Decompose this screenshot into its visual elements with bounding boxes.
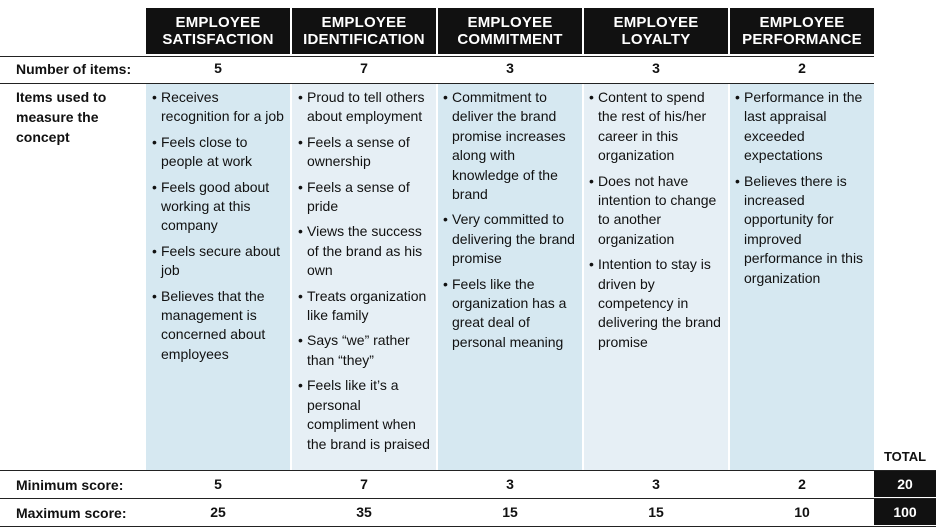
header-performance: EMPLOYEE PERFORMANCE — [730, 8, 874, 54]
rule-below-count — [0, 83, 874, 84]
list-item: Treats organization like family — [298, 287, 430, 326]
items-commitment: Commitment to deliver the brand promise … — [443, 88, 579, 358]
list-item: Does not have intention to change to ano… — [589, 172, 723, 250]
total-label: TOTAL — [883, 449, 927, 464]
header-line: EMPLOYEE — [175, 14, 261, 31]
header-line: EMPLOYEE — [613, 14, 699, 31]
min-satisfaction: 5 — [214, 476, 222, 492]
max-performance: 10 — [794, 504, 810, 520]
header-loyalty: EMPLOYEE LOYALTY — [584, 8, 728, 54]
min-commitment: 3 — [506, 476, 514, 492]
header-line: COMMITMENT — [457, 31, 563, 48]
items-identification: Proud to tell others about employment Fe… — [298, 88, 430, 460]
list-item: Feels like it’s a personal compliment wh… — [298, 376, 430, 454]
count-performance: 2 — [798, 60, 806, 76]
list-item: Views the success of the brand as his ow… — [298, 222, 430, 280]
min-identification: 7 — [360, 476, 368, 492]
list-item: Commitment to deliver the brand promise … — [443, 88, 579, 204]
count-loyalty: 3 — [652, 60, 660, 76]
label-maximum-score: Maximum score: — [16, 505, 127, 521]
list-item: Feels secure about job — [152, 242, 284, 281]
header-line: SATISFACTION — [162, 31, 274, 48]
max-identification: 35 — [356, 504, 372, 520]
header-line: EMPLOYEE — [321, 14, 407, 31]
min-performance: 2 — [798, 476, 806, 492]
header-line: EMPLOYEE — [467, 14, 553, 31]
header-line: LOYALTY — [621, 31, 691, 48]
list-item: Performance in the last appraisal exceed… — [735, 88, 869, 166]
header-satisfaction: EMPLOYEE SATISFACTION — [146, 8, 290, 54]
list-item: Proud to tell others about employment — [298, 88, 430, 127]
rule-above-min — [0, 470, 936, 471]
list-item: Feels a sense of ownership — [298, 133, 430, 172]
label-line: Items used to — [16, 89, 107, 105]
label-minimum-score: Minimum score: — [16, 477, 124, 493]
rule-bottom — [0, 526, 936, 527]
items-performance: Performance in the last appraisal exceed… — [735, 88, 869, 294]
list-item: Believes that the management is concerne… — [152, 287, 284, 365]
label-number-of-items: Number of items: — [16, 61, 132, 77]
label-line: concept — [16, 129, 70, 145]
max-commitment: 15 — [502, 504, 518, 520]
count-satisfaction: 5 — [214, 60, 222, 76]
min-loyalty: 3 — [652, 476, 660, 492]
total-max: 100 — [874, 499, 936, 525]
list-item: Receives recognition for a job — [152, 88, 284, 127]
count-identification: 7 — [360, 60, 368, 76]
list-item: Feels close to people at work — [152, 133, 284, 172]
total-min: 20 — [874, 471, 936, 497]
label-line: measure the — [16, 109, 99, 125]
header-line: EMPLOYEE — [759, 14, 845, 31]
header-commitment: EMPLOYEE COMMITMENT — [438, 8, 582, 54]
list-item: Feels a sense of pride — [298, 178, 430, 217]
list-item: Intention to stay is driven by competenc… — [589, 255, 723, 352]
rule-below-header — [0, 56, 874, 57]
max-satisfaction: 25 — [210, 504, 226, 520]
rule-above-max — [0, 498, 936, 499]
list-item: Content to spend the rest of his/her car… — [589, 88, 723, 166]
list-item: Believes there is increased opportunity … — [735, 172, 869, 288]
count-commitment: 3 — [506, 60, 514, 76]
label-items-used: Items used to measure the concept — [16, 87, 106, 147]
header-identification: EMPLOYEE IDENTIFICATION — [292, 8, 436, 54]
list-item: Feels good about working at this company — [152, 178, 284, 236]
header-line: IDENTIFICATION — [303, 31, 425, 48]
items-satisfaction: Receives recognition for a job Feels clo… — [152, 88, 284, 370]
max-loyalty: 15 — [648, 504, 664, 520]
list-item: Feels like the organization has a great … — [443, 275, 579, 353]
list-item: Says “we” rather than “they” — [298, 331, 430, 370]
items-loyalty: Content to spend the rest of his/her car… — [589, 88, 723, 358]
header-line: PERFORMANCE — [742, 31, 862, 48]
list-item: Very committed to delivering the brand p… — [443, 210, 579, 268]
